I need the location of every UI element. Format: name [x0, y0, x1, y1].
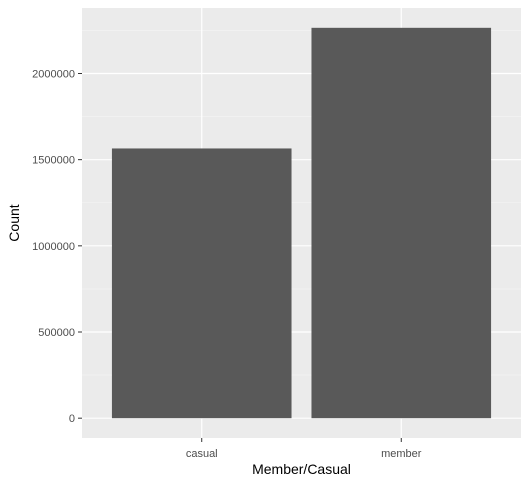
y-axis: 0 500000 1000000 1500000 2000000	[32, 68, 82, 425]
bar-casual	[111, 148, 292, 419]
x-axis: casual member	[186, 438, 422, 460]
y-tick-label: 1500000	[32, 155, 75, 167]
y-tick-label: 2000000	[32, 68, 75, 80]
x-tick-label: member	[381, 448, 422, 460]
y-axis-title: Count	[6, 204, 22, 241]
y-tick-label: 1000000	[32, 241, 75, 253]
x-tick-label: casual	[186, 448, 218, 460]
bars	[111, 27, 492, 419]
bar-member	[311, 27, 492, 419]
x-axis-title: Member/Casual	[252, 461, 351, 477]
y-tick-label: 0	[69, 413, 75, 425]
y-tick-label: 500000	[38, 327, 75, 339]
